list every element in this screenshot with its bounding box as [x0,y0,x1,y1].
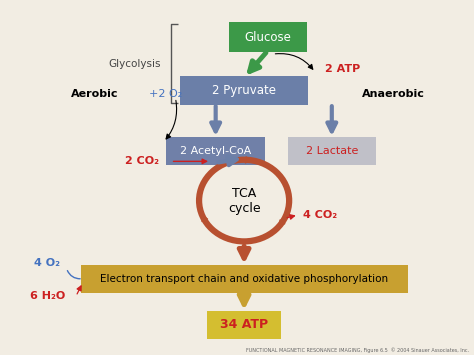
Text: TCA
cycle: TCA cycle [228,187,260,214]
Text: 4 O₂: 4 O₂ [35,258,60,268]
Text: 34 ATP: 34 ATP [220,318,268,331]
Text: FUNCTIONAL MAGNETIC RESONANCE IMAGING, Figure 6.5  © 2004 Sinauer Associates, In: FUNCTIONAL MAGNETIC RESONANCE IMAGING, F… [246,348,469,353]
FancyBboxPatch shape [288,137,375,165]
FancyBboxPatch shape [166,137,265,165]
Text: 2 Acetyl-CoA: 2 Acetyl-CoA [180,146,251,156]
FancyBboxPatch shape [81,265,408,293]
Text: +2 O₂: +2 O₂ [149,89,182,99]
Text: Aerobic: Aerobic [71,89,118,99]
FancyBboxPatch shape [207,311,281,339]
Text: 4 CO₂: 4 CO₂ [303,210,337,220]
Text: 2 CO₂: 2 CO₂ [125,156,159,166]
Text: Anaerobic: Anaerobic [362,89,425,99]
Text: 2 Pyruvate: 2 Pyruvate [212,84,276,97]
Text: 2 ATP: 2 ATP [325,64,360,74]
Text: 2 Lactate: 2 Lactate [306,146,358,156]
Text: Glycolysis: Glycolysis [109,59,161,69]
Text: Glucose: Glucose [245,31,291,44]
FancyBboxPatch shape [180,76,308,105]
FancyBboxPatch shape [228,22,307,52]
Text: 6 H₂O: 6 H₂O [30,291,65,301]
Text: Electron transport chain and oxidative phosphorylation: Electron transport chain and oxidative p… [100,274,388,284]
